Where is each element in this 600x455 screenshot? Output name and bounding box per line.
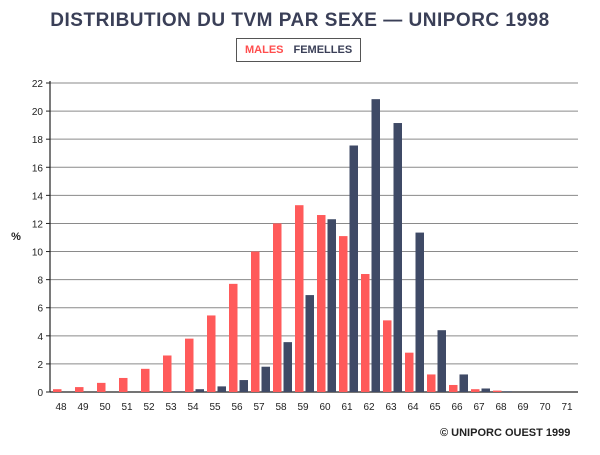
x-tick-label: 67 (473, 402, 485, 413)
y-tick-label: 4 (37, 332, 43, 343)
bar-females (371, 99, 380, 392)
x-tick-label: 53 (165, 402, 177, 413)
bar-males (251, 251, 260, 392)
x-tick-label: 68 (495, 402, 507, 413)
y-tick-label: 12 (32, 219, 44, 230)
bar-males (53, 389, 62, 392)
y-tick-label: 16 (32, 163, 44, 174)
x-tick-label: 61 (341, 402, 353, 413)
bar-males (361, 274, 370, 392)
x-tick-label: 48 (55, 402, 67, 413)
bar-males (207, 315, 216, 392)
bar-males (119, 377, 128, 392)
y-tick-label: 20 (32, 107, 44, 118)
bar-females (349, 145, 358, 392)
copyright-text: © UNIPORC OUEST 1999 (440, 427, 571, 439)
x-tick-label: 59 (297, 402, 309, 413)
legend: MALES FEMELLES (236, 38, 362, 62)
bar-females (283, 342, 292, 392)
bar-females (503, 391, 512, 392)
x-tick-label: 56 (231, 402, 243, 413)
x-tick-label: 65 (429, 402, 441, 413)
x-tick-label: 64 (407, 402, 419, 413)
bar-males (449, 384, 458, 392)
bar-females (217, 386, 226, 392)
y-tick-label: 8 (37, 276, 43, 287)
x-tick-label: 60 (319, 402, 331, 413)
x-tick-label: 55 (209, 402, 221, 413)
x-tick-label: 51 (121, 402, 133, 413)
bar-males (405, 352, 414, 392)
bar-females (459, 374, 468, 392)
y-axis-label: % (11, 231, 21, 243)
y-tick-label: 10 (32, 248, 44, 259)
bar-females (481, 388, 490, 392)
bar-females (261, 366, 270, 392)
y-tick-label: 22 (32, 79, 44, 90)
x-tick-label: 49 (77, 402, 89, 413)
bar-females (173, 391, 182, 392)
bar-males (471, 389, 480, 392)
y-tick-label: 14 (32, 191, 44, 202)
x-tick-label: 50 (99, 402, 111, 413)
bar-females (437, 330, 446, 392)
legend-item-females: FEMELLES (293, 44, 353, 56)
bar-females (415, 232, 424, 392)
bar-males (141, 368, 150, 392)
bar-males (427, 374, 436, 392)
bar-females (239, 380, 248, 392)
x-tick-label: 57 (253, 402, 265, 413)
bar-females (393, 123, 402, 393)
bar-males (229, 283, 238, 392)
bar-males (295, 205, 304, 392)
x-tick-label: 70 (539, 402, 551, 413)
x-tick-label: 71 (561, 402, 573, 413)
x-tick-label: 66 (451, 402, 463, 413)
y-tick-label: 2 (37, 360, 43, 371)
x-tick-label: 62 (363, 402, 375, 413)
bar-males (185, 338, 194, 392)
bar-males (97, 382, 106, 392)
bar-males (163, 355, 172, 392)
bar-females (327, 219, 336, 392)
x-tick-label: 63 (385, 402, 397, 413)
y-tick-label: 6 (37, 304, 43, 315)
chart-title: DISTRIBUTION DU TVM PAR SEXE — UNIPORC 1… (50, 10, 550, 31)
x-tick-label: 69 (517, 402, 529, 413)
bar-males (339, 236, 348, 392)
x-tick-label: 54 (187, 402, 199, 413)
bar-males (75, 387, 84, 392)
bar-males (273, 223, 282, 392)
bar-males (383, 320, 392, 392)
bar-males (317, 215, 326, 392)
legend-item-males: MALES (245, 44, 284, 56)
bar-males (493, 390, 502, 392)
x-tick-label: 58 (275, 402, 287, 413)
y-tick-label: 18 (32, 135, 44, 146)
bar-females (305, 295, 314, 392)
x-tick-label: 52 (143, 402, 155, 413)
y-tick-label: 0 (37, 388, 43, 399)
bar-females (195, 389, 204, 392)
